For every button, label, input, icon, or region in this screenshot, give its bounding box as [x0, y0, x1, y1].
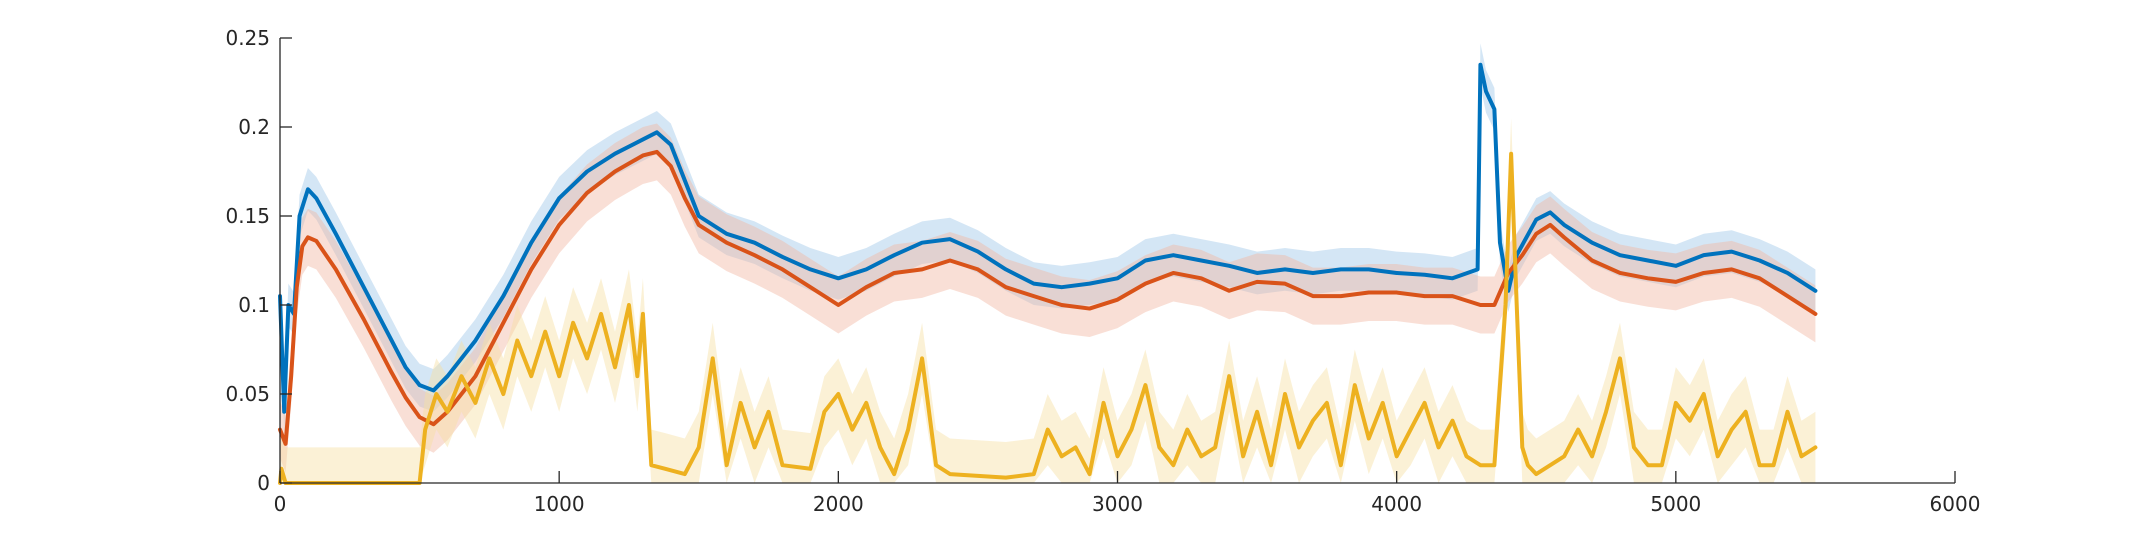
series-1-line [278, 62, 1818, 414]
axes: 0 1000 2000 3000 4000 5000 6000 0 0.05 0.1 0.15 0.2… [225, 26, 1980, 516]
series-lines [278, 62, 1818, 485]
x-tick-label: 1000 [534, 492, 585, 516]
confidence-bands [280, 43, 1816, 483]
x-tick-label: 4000 [1371, 492, 1422, 516]
y-tick-label: 0 [257, 471, 270, 495]
x-tick-label: 0 [274, 492, 287, 516]
x-tick-label: 6000 [1930, 492, 1981, 516]
y-tick-label: 0.05 [225, 382, 270, 406]
y-tick-label: 0.15 [225, 204, 270, 228]
y-tick-label: 0.25 [225, 26, 270, 50]
x-tick-label: 5000 [1650, 492, 1701, 516]
x-tick-label: 2000 [813, 492, 864, 516]
x-tick-label: 3000 [1092, 492, 1143, 516]
series-2-line [278, 149, 1818, 446]
series-3-band [280, 118, 1816, 483]
y-tick-label: 0.2 [238, 115, 270, 139]
series-3-line [278, 151, 1818, 485]
y-tick-label: 0.1 [238, 293, 270, 317]
series-2-band [280, 123, 1816, 473]
